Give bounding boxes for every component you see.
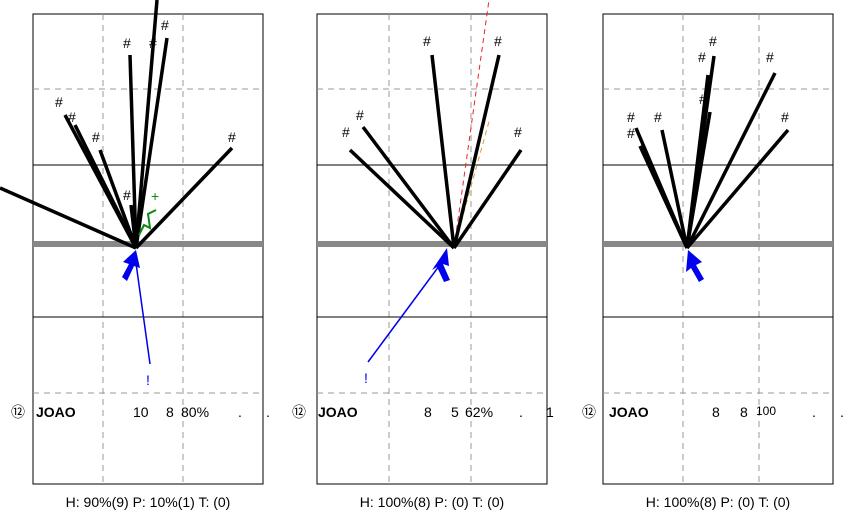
blue-marker: ! — [364, 370, 368, 386]
shot-line — [361, 125, 456, 250]
player-name: JOAO — [318, 404, 358, 420]
stat-b: 8 — [166, 404, 174, 420]
hit-marker: # — [766, 49, 774, 65]
court-border — [602, 13, 834, 485]
hit-marker: # — [342, 124, 350, 140]
hit-marker: # — [55, 94, 63, 110]
player-name: JOAO — [36, 404, 76, 420]
hit-marker: # — [356, 107, 364, 123]
hit-marker: # — [654, 109, 662, 125]
stat-d: . — [519, 404, 523, 420]
panel-footer: H: 100%(8) P: (0) T: (0) — [646, 494, 790, 510]
blue-trajectory — [134, 255, 151, 365]
stat-pct: 80% — [181, 404, 209, 420]
stat-b: 8 — [740, 404, 748, 420]
blue-trajectory — [367, 257, 446, 363]
shot-line — [638, 145, 689, 249]
hit-marker: # — [423, 33, 431, 49]
stat-a: 8 — [712, 404, 720, 420]
hit-marker: # — [494, 33, 502, 49]
hit-marker: # — [228, 129, 236, 145]
player-number: ⑫ — [292, 404, 306, 420]
panel-3: # # # # # # # # ⑫ JOAO 8 8 100 . . H: 10… — [582, 13, 844, 510]
hit-marker: # — [123, 35, 131, 51]
green-path — [138, 209, 157, 236]
shot-line — [98, 149, 138, 249]
stat-d: . — [812, 404, 816, 420]
stat-e: 1 — [546, 404, 554, 420]
shot-line — [452, 54, 501, 249]
blue-arrow-icon — [432, 248, 450, 282]
panel-footer: H: 100%(8) P: (0) T: (0) — [360, 494, 504, 510]
shot-line — [134, 146, 234, 250]
shot-line — [685, 128, 790, 250]
stat-a: 8 — [424, 404, 432, 420]
shot-line — [0, 186, 137, 250]
hit-marker: # — [699, 91, 707, 107]
shot-line — [129, 204, 138, 249]
hit-marker: # — [698, 49, 706, 65]
shot-line — [134, 37, 169, 249]
blue-marker: ! — [146, 372, 150, 388]
hit-marker: # — [627, 125, 635, 141]
red-dashed-line — [453, 0, 490, 249]
hit-marker: # — [709, 33, 717, 49]
stat-d: . — [238, 404, 242, 420]
hit-marker: # — [627, 109, 635, 125]
court-border — [32, 13, 264, 485]
shot-line — [452, 149, 523, 249]
player-name: JOAO — [609, 404, 649, 420]
hit-marker: # — [161, 17, 169, 33]
panel-footer: H: 90%(9) P: 10%(1) T: (0) — [66, 494, 231, 510]
hit-marker: # — [123, 187, 131, 203]
shot-line — [134, 0, 159, 249]
stat-pct: 100 — [756, 404, 776, 418]
panel-2: # # # # # ! ⑫ JOAO 8 5 62% . 1 H: 100%(8… — [292, 0, 554, 510]
shot-line — [128, 54, 138, 249]
stat-a: 10 — [133, 404, 149, 420]
shot-line — [660, 129, 689, 249]
player-number: ⑫ — [582, 404, 596, 420]
shot-line — [685, 72, 777, 249]
court-border — [316, 13, 548, 485]
blue-arrow-icon — [686, 250, 704, 282]
hit-marker: # — [514, 124, 522, 140]
hit-marker: # — [149, 35, 157, 51]
stat-e: . — [840, 404, 844, 420]
hit-marker: # — [781, 109, 789, 125]
hit-marker: # — [68, 109, 76, 125]
player-number: ⑫ — [11, 404, 25, 420]
stat-b: 5 — [451, 404, 459, 420]
hit-marker: # — [92, 129, 100, 145]
shot-line — [430, 54, 456, 249]
shot-line — [348, 148, 456, 250]
stat-pct: 62% — [465, 404, 493, 420]
shot-line — [73, 124, 138, 249]
blue-arrow-icon — [122, 250, 140, 281]
stat-e: . — [266, 404, 270, 420]
shot-line — [685, 111, 712, 249]
green-marker: + — [151, 188, 159, 204]
panel-1: # # # # # # # # + ! ⑫ JOAO 10 8 80% . . … — [0, 0, 270, 510]
